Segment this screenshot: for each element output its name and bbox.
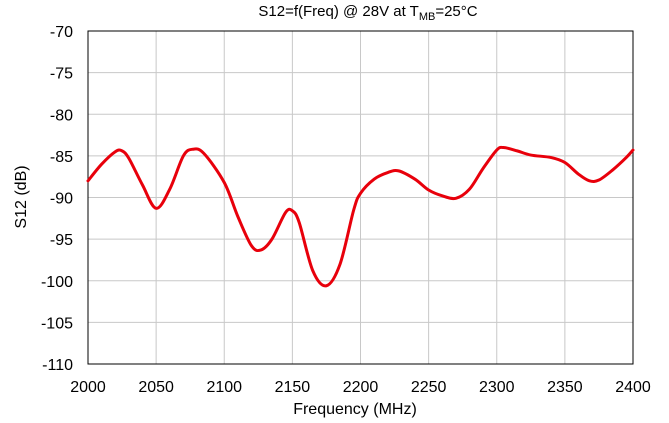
y-tick-label: -70 (50, 24, 73, 41)
x-tick-label: 2400 (615, 379, 651, 396)
chart-title: S12=f(Freq) @ 28V at TMB=25°C (258, 3, 477, 23)
chart-title-suffix: =25°C (435, 3, 477, 20)
y-tick-label: -80 (50, 107, 73, 124)
y-tick-label: -100 (41, 274, 73, 291)
series-line-s12 (86, 145, 635, 288)
y-tick-label: -110 (42, 357, 73, 374)
x-axis-label: Frequency (MHz) (293, 401, 417, 418)
grid (87, 30, 634, 365)
y-tick-label: -85 (50, 149, 73, 166)
x-tick-label: 2000 (70, 379, 106, 396)
x-tick-label: 2100 (206, 379, 242, 396)
x-tick-label: 2250 (411, 379, 447, 396)
plot-area-frame (87, 30, 634, 365)
x-tick-label: 2200 (343, 379, 379, 396)
x-tick-label: 2050 (138, 379, 174, 396)
x-tick-label: 2350 (547, 379, 583, 396)
y-tick-label: -105 (41, 315, 73, 332)
x-axis-ticks: 2000 2050 2100 2150 2200 2250 2300 2350 2400 (70, 379, 651, 396)
x-tick-label: 2300 (479, 379, 515, 396)
chart-title-main: S12=f(Freq) @ 28V at T (258, 3, 418, 20)
y-tick-label: -75 (50, 66, 73, 83)
y-axis-ticks: -70 -75 -80 -85 -90 -95 -100 -105 -110 (41, 24, 73, 374)
chart-title-subscript: MB (419, 11, 436, 23)
y-tick-label: -90 (50, 191, 73, 208)
x-tick-label: 2150 (275, 379, 311, 396)
y-tick-label: -95 (50, 232, 73, 249)
y-axis-label: S12 (dB) (13, 165, 30, 228)
